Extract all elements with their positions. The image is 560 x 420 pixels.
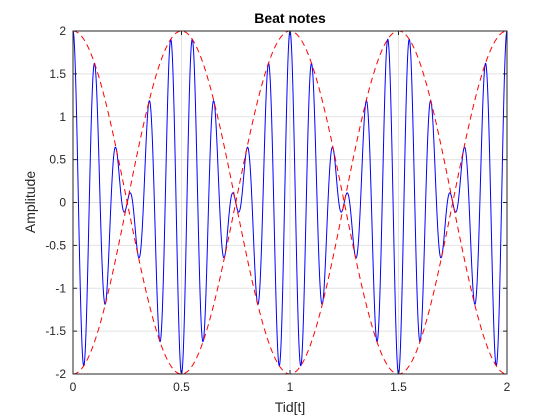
chart-title: Beat notes — [254, 10, 326, 26]
y-tick-label: -1 — [55, 281, 66, 295]
x-axis-label: Tid[t] — [275, 399, 306, 415]
y-axis-label: Amplitude — [22, 171, 38, 233]
x-tick-label: 0 — [70, 380, 77, 394]
y-tick-label: -2 — [55, 367, 66, 381]
x-tick-label: 1 — [287, 380, 294, 394]
y-tick-label: 0 — [59, 196, 66, 210]
y-tick-label: 0.5 — [49, 153, 66, 167]
x-tick-label: 1.5 — [390, 380, 407, 394]
y-tick-label: 2 — [59, 24, 66, 38]
x-tick-label: 0.5 — [173, 380, 190, 394]
y-tick-label: 1.5 — [49, 67, 66, 81]
ticks: 0 0.5 1 1.5 2 2 1.5 1 0.5 0 -0.5 -1 -1.5 -2 — [45, 24, 510, 394]
x-tick-label: 2 — [504, 380, 511, 394]
y-tick-label: 1 — [59, 110, 66, 124]
y-tick-label: -0.5 — [45, 238, 66, 252]
y-tick-label: -1.5 — [45, 324, 66, 338]
